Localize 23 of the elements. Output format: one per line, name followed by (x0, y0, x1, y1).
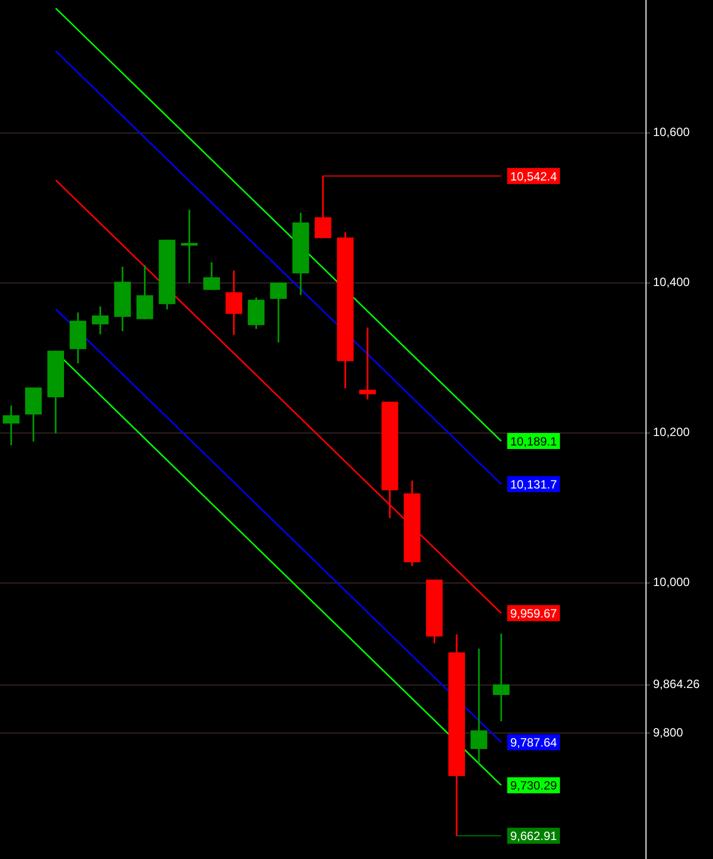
y-tick-label: 9,800 (653, 725, 684, 740)
y-tick-label: 10,600 (653, 125, 690, 140)
data-label: 9,730.29 (510, 778, 558, 793)
data-label: 9,959.67 (510, 606, 558, 620)
candlestick (448, 634, 465, 836)
candlestick (25, 388, 42, 442)
data-label: 9,787.64 (510, 736, 558, 750)
y-tick-label: 9,864.26 (653, 677, 700, 692)
candlestick (336, 232, 354, 388)
candlestick (114, 266, 131, 332)
candlestick (292, 212, 310, 296)
candlestick (158, 240, 176, 310)
ref-line-label: 9,662.91 (510, 829, 558, 844)
candlestick (270, 282, 287, 342)
y-tick-label: 10,000 (653, 575, 690, 590)
data-label: 10,131.7 (510, 477, 558, 492)
ref-line-label: 10,542.4 (510, 169, 558, 184)
candlestick (382, 402, 398, 518)
candlestick (426, 580, 443, 644)
y-tick-label: 10,400 (653, 275, 690, 290)
data-label: 10,189.1 (510, 434, 558, 448)
y-tick-label: 10,200 (653, 425, 690, 440)
candlestick (92, 306, 109, 334)
